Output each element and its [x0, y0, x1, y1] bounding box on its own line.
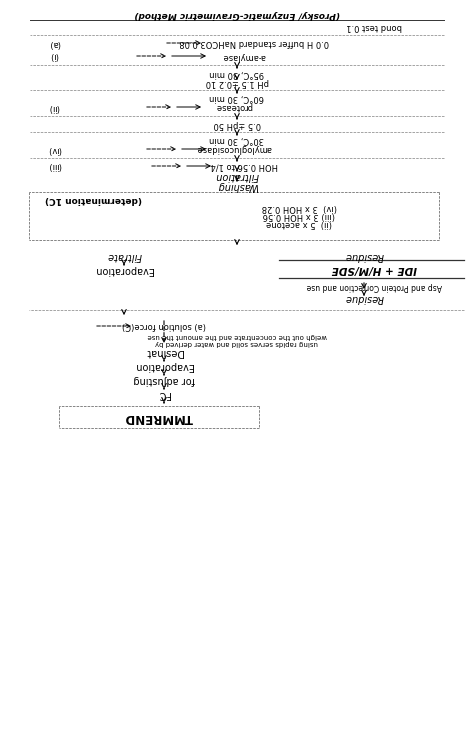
Text: HOH 0.56 to 1/4: HOH 0.56 to 1/4: [210, 161, 278, 171]
Text: TMMREND: TMMREND: [125, 410, 193, 424]
Text: (iii) 3 x HOH 0.56: (iii) 3 x HOH 0.56: [263, 212, 335, 221]
Text: Filtrate: Filtrate: [107, 251, 141, 261]
Text: (iv): (iv): [47, 144, 61, 153]
Text: using rapids serves solid and water derived by: using rapids serves solid and water deri…: [155, 340, 319, 346]
Text: 60°C, 30 min: 60°C, 30 min: [210, 94, 264, 103]
Text: a-amylase: a-amylase: [222, 51, 266, 61]
Text: Asp and Protein Correction and use: Asp and Protein Correction and use: [306, 281, 442, 290]
Text: (iii): (iii): [47, 161, 61, 171]
Text: 0.5 ±pH 50: 0.5 ±pH 50: [213, 119, 261, 128]
Text: 95°C, 30 min: 95°C, 30 min: [210, 68, 264, 78]
Text: (Prosky/ Enzymatic-Gravimetric Method): (Prosky/ Enzymatic-Gravimetric Method): [134, 10, 340, 18]
Text: (ii)  5 x acetone: (ii) 5 x acetone: [266, 219, 332, 229]
Text: (ii): (ii): [48, 103, 60, 111]
Text: 30°C, 30 min: 30°C, 30 min: [210, 136, 264, 144]
Text: (iv)  3 x HOH 0.28: (iv) 3 x HOH 0.28: [261, 204, 337, 213]
Text: pH 1.5 ±0.2 10: pH 1.5 ±0.2 10: [205, 78, 269, 86]
Text: Residue: Residue: [345, 251, 383, 261]
Text: protease: protease: [216, 103, 253, 111]
Text: Filtration: Filtration: [215, 171, 259, 181]
Text: Residue: Residue: [345, 293, 383, 303]
Text: 0.0 H buffer standard NaHCO3 0.08: 0.0 H buffer standard NaHCO3 0.08: [179, 39, 329, 48]
Text: FC: FC: [158, 389, 170, 399]
Text: Desinat: Desinat: [145, 347, 183, 357]
Text: Evaporation: Evaporation: [95, 265, 154, 275]
Text: amyloglucosidase: amyloglucosidase: [196, 144, 272, 153]
Text: IDE + H/M/SDE: IDE + H/M/SDE: [331, 264, 417, 274]
Text: (i): (i): [50, 51, 58, 61]
Text: Washing: Washing: [216, 181, 258, 191]
Text: bond test 0.1: bond test 0.1: [346, 23, 402, 32]
Text: weigh out the concentrate and the amount the use: weigh out the concentrate and the amount…: [147, 333, 327, 339]
Text: (determination 1C): (determination 1C): [46, 196, 143, 205]
Text: Evaporation: Evaporation: [135, 361, 193, 371]
Text: for adjusting: for adjusting: [133, 375, 195, 385]
Text: (a): (a): [48, 39, 60, 48]
Text: (a) solution force(C): (a) solution force(C): [122, 322, 206, 331]
